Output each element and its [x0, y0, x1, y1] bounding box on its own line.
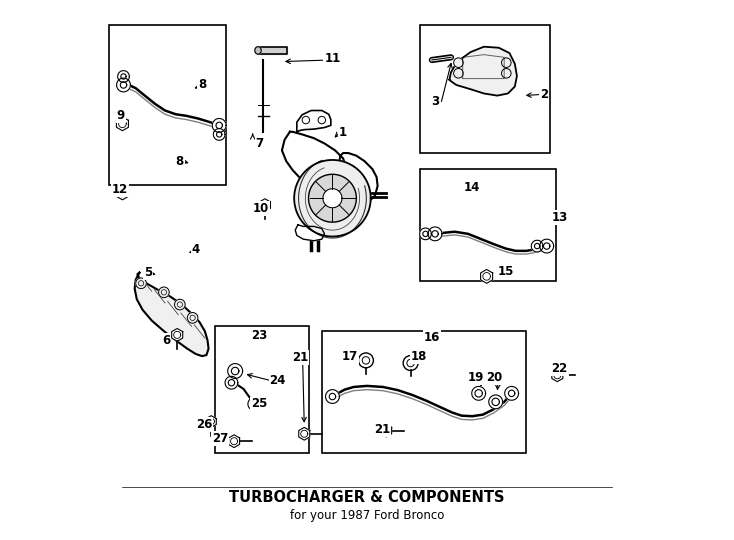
Polygon shape [214, 129, 225, 140]
Circle shape [136, 278, 146, 288]
Polygon shape [481, 269, 493, 284]
Polygon shape [297, 111, 331, 133]
Text: 21: 21 [374, 423, 390, 436]
Circle shape [501, 69, 511, 78]
Text: 3: 3 [431, 95, 439, 108]
Polygon shape [225, 376, 238, 389]
Text: 7: 7 [255, 137, 264, 150]
Text: 9: 9 [117, 109, 125, 123]
Circle shape [187, 313, 198, 323]
Polygon shape [248, 397, 261, 410]
Polygon shape [420, 228, 432, 240]
Polygon shape [323, 188, 342, 208]
Polygon shape [449, 46, 517, 96]
Circle shape [159, 287, 170, 298]
Polygon shape [282, 132, 377, 212]
Polygon shape [472, 387, 486, 400]
Polygon shape [539, 239, 553, 253]
Circle shape [358, 353, 374, 368]
Text: 5: 5 [144, 266, 152, 279]
Bar [420, 169, 556, 281]
Text: 23: 23 [251, 329, 267, 342]
Text: 12: 12 [112, 183, 128, 195]
Text: 11: 11 [324, 52, 341, 65]
Text: 17: 17 [342, 349, 358, 363]
Polygon shape [212, 118, 226, 132]
Polygon shape [134, 273, 208, 356]
Circle shape [501, 58, 511, 68]
Circle shape [454, 58, 463, 68]
Text: 8: 8 [198, 78, 206, 91]
Text: 20: 20 [487, 371, 503, 384]
Polygon shape [259, 199, 270, 212]
Text: TURBOCHARGER & COMPONENTS: TURBOCHARGER & COMPONENTS [229, 490, 505, 505]
Polygon shape [531, 240, 543, 252]
Text: 19: 19 [468, 371, 484, 384]
Polygon shape [117, 117, 128, 131]
Text: for your 1987 Ford Bronco: for your 1987 Ford Bronco [290, 509, 444, 522]
Polygon shape [172, 328, 183, 341]
Text: 1: 1 [339, 126, 347, 139]
Bar [321, 331, 526, 454]
Polygon shape [117, 78, 131, 92]
Text: 24: 24 [269, 374, 286, 387]
Text: 15: 15 [498, 265, 515, 278]
Text: 25: 25 [251, 397, 267, 410]
Text: 13: 13 [551, 211, 567, 225]
Polygon shape [117, 186, 128, 200]
Text: 18: 18 [411, 349, 427, 363]
Text: 21: 21 [292, 351, 308, 364]
Bar [109, 25, 226, 185]
Polygon shape [228, 363, 243, 379]
Text: 8: 8 [175, 154, 184, 167]
Circle shape [454, 69, 463, 78]
Polygon shape [428, 227, 442, 241]
Text: 16: 16 [424, 331, 440, 344]
Text: 10: 10 [252, 202, 269, 215]
Text: 6: 6 [162, 334, 170, 347]
Polygon shape [505, 387, 518, 400]
Polygon shape [552, 369, 563, 382]
Polygon shape [381, 424, 392, 437]
Polygon shape [326, 390, 339, 403]
Text: 26: 26 [196, 417, 213, 431]
Bar [420, 25, 550, 153]
Text: 2: 2 [540, 88, 548, 101]
Polygon shape [206, 416, 217, 427]
Polygon shape [308, 174, 357, 222]
Text: 4: 4 [192, 244, 200, 256]
Text: 14: 14 [464, 181, 481, 194]
Polygon shape [294, 160, 371, 237]
Polygon shape [299, 427, 310, 440]
Polygon shape [117, 71, 129, 82]
Text: 22: 22 [551, 362, 567, 375]
Circle shape [302, 116, 310, 124]
Polygon shape [258, 46, 287, 54]
Circle shape [403, 356, 418, 370]
Bar [216, 326, 308, 454]
Ellipse shape [255, 46, 261, 54]
Text: 27: 27 [212, 432, 228, 445]
Polygon shape [228, 435, 239, 448]
Polygon shape [489, 395, 503, 409]
Circle shape [318, 116, 326, 124]
Circle shape [175, 299, 185, 310]
Polygon shape [295, 225, 324, 241]
